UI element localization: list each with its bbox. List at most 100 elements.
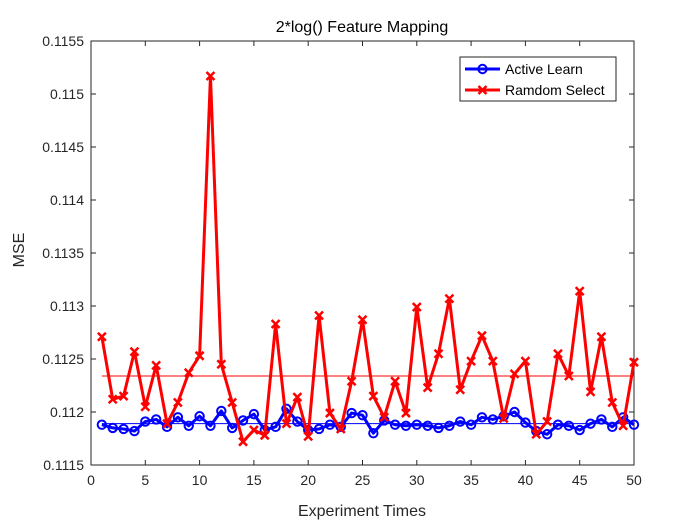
data-point <box>357 314 368 325</box>
data-point <box>238 436 248 447</box>
plot-area: 0 5 10 15 20 25 30 35 40 45 50 0.1115 0.112 0.1125 0.1… <box>42 33 642 488</box>
data-point <box>324 419 336 430</box>
data-point <box>368 428 379 439</box>
data-point <box>313 423 325 435</box>
x-tick-label: 20 <box>300 472 316 488</box>
x-tick-label: 45 <box>572 472 588 488</box>
data-point <box>520 417 531 428</box>
x-axis-title: Experiment Times <box>298 503 426 520</box>
data-point <box>444 420 455 431</box>
data-point <box>216 405 227 417</box>
data-point <box>433 422 444 434</box>
data-point <box>411 419 422 430</box>
data-point <box>162 418 172 429</box>
data-point <box>292 416 303 427</box>
y-tick-label: 0.114 <box>50 192 84 208</box>
data-point <box>96 331 107 342</box>
chart-title: 2*log() Feature Mapping <box>276 19 449 36</box>
series-line <box>101 407 635 436</box>
x-tick-label: 50 <box>626 472 642 488</box>
data-point <box>248 408 260 420</box>
data-point <box>270 421 281 433</box>
x-tick-label: 25 <box>355 472 371 488</box>
data-point <box>183 420 194 431</box>
data-point <box>400 420 412 431</box>
data-point <box>563 371 574 381</box>
data-point <box>433 348 444 359</box>
data-point <box>629 357 639 368</box>
data-point <box>368 391 379 401</box>
data-point <box>607 397 618 408</box>
data-point <box>596 331 607 342</box>
data-point <box>107 422 118 434</box>
x-tick-label: 5 <box>141 472 149 488</box>
data-point <box>314 310 324 321</box>
data-point <box>607 421 618 433</box>
data-point <box>270 319 281 329</box>
x-tick-label: 30 <box>409 472 425 488</box>
data-point <box>205 71 216 81</box>
data-point <box>96 419 108 430</box>
x-tick-label: 40 <box>518 472 534 488</box>
data-point <box>107 394 118 405</box>
data-point <box>574 424 585 436</box>
data-point <box>552 419 564 430</box>
data-point <box>172 412 184 423</box>
data-point <box>487 356 498 367</box>
data-point <box>531 429 542 440</box>
x-tick-label: 0 <box>87 472 95 488</box>
data-point <box>183 367 194 378</box>
data-point <box>596 414 607 425</box>
y-tick-label: 0.112 <box>50 404 84 420</box>
x-tick-label: 35 <box>463 472 479 488</box>
data-point <box>216 359 227 370</box>
data-point <box>346 376 357 387</box>
data-point <box>553 348 563 359</box>
data-point <box>205 420 216 431</box>
data-point <box>346 407 357 419</box>
data-point <box>422 382 433 393</box>
data-point <box>585 386 596 397</box>
data-point <box>520 356 531 367</box>
data-point <box>585 418 596 429</box>
y-axis-title: MSE <box>11 233 28 268</box>
legend-label: Ramdom Select <box>505 82 605 98</box>
data-point <box>292 392 303 403</box>
data-point <box>444 293 455 304</box>
data-point <box>509 406 520 418</box>
data-point <box>325 408 335 418</box>
legend-marker <box>477 85 488 95</box>
data-point <box>140 416 151 427</box>
y-tick-label: 0.1155 <box>42 33 84 49</box>
data-point <box>129 346 140 357</box>
axes-box <box>90 40 635 466</box>
data-point <box>455 416 466 427</box>
data-point <box>509 368 520 379</box>
legend: Active Learn Ramdom Select <box>459 56 617 102</box>
y-tick-label: 0.113 <box>50 298 84 314</box>
data-point <box>401 408 411 418</box>
x-tick-label: 10 <box>192 472 208 488</box>
data-point <box>618 420 629 431</box>
data-point <box>390 376 400 387</box>
data-point <box>574 286 585 297</box>
legend-marker <box>477 63 488 75</box>
data-point <box>455 384 466 395</box>
data-point <box>389 419 401 430</box>
data-point <box>465 419 477 430</box>
data-point <box>379 412 390 423</box>
data-point <box>150 414 162 425</box>
data-point <box>140 401 151 412</box>
data-point <box>151 360 162 371</box>
data-point <box>129 425 140 437</box>
data-point <box>118 391 129 401</box>
data-point <box>628 419 640 430</box>
data-point <box>477 330 487 341</box>
data-point <box>281 418 292 429</box>
data-point <box>226 422 238 434</box>
y-tick-label: 0.1115 <box>43 457 84 473</box>
data-point <box>118 423 129 435</box>
x-tick-label: 15 <box>246 472 262 488</box>
data-point <box>498 413 509 424</box>
